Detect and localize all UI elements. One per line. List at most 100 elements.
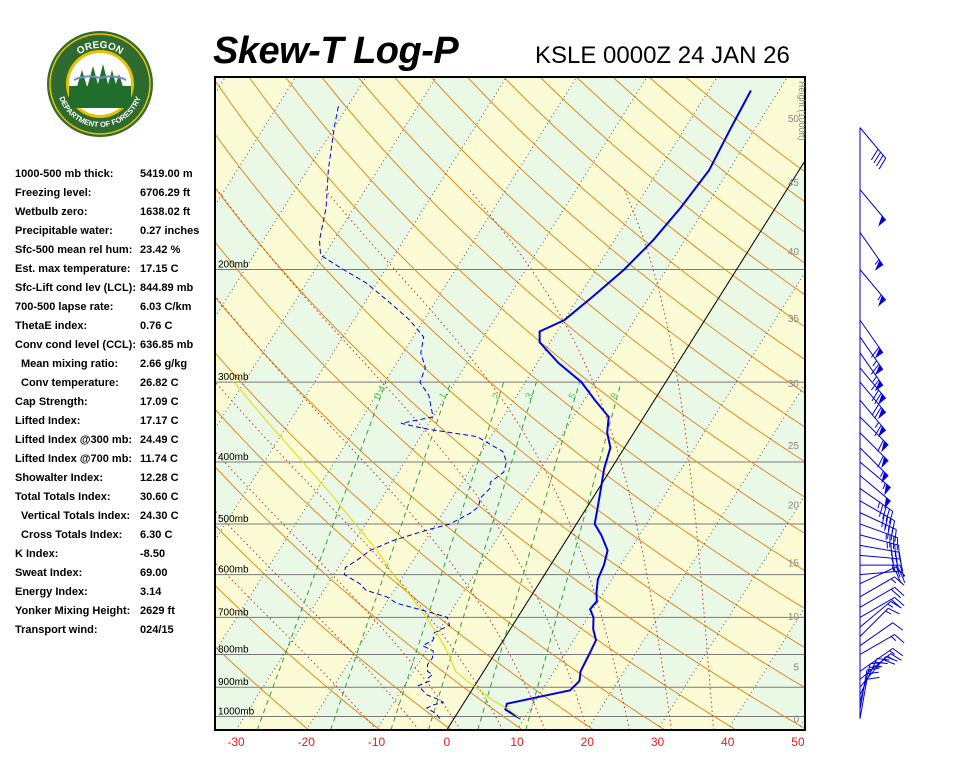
parcel-profile-line <box>233 381 521 720</box>
wind-barb-feather <box>870 363 880 375</box>
wind-barb-feather <box>890 543 893 556</box>
dry-adiabat-line <box>215 524 452 730</box>
wind-barb-flag <box>881 440 889 453</box>
index-label: Sfc-Lift cond lev (LCL): <box>15 282 136 294</box>
pressure-label: 200mb <box>218 259 249 270</box>
index-row: Cap Strength: 17.09 C <box>15 396 215 415</box>
wind-barb-staff <box>859 634 895 655</box>
index-value: 26.82 C <box>140 377 179 389</box>
index-row: Precipitable water: 0.27 inches <box>15 225 215 244</box>
wind-barb-feather <box>894 634 905 644</box>
wind-barb-staff <box>859 566 897 585</box>
isotherm-line <box>305 77 718 730</box>
height-axis-label: Height (1000ft) <box>797 81 807 141</box>
index-value: -8.50 <box>140 548 166 560</box>
index-label: K Index: <box>15 548 59 560</box>
index-value: 17.09 C <box>140 396 179 408</box>
wind-barb-feather <box>871 389 880 402</box>
isotherm-line <box>516 271 805 730</box>
index-row: Sweat Index: 69.00 <box>15 567 215 586</box>
pressure-label: 900mb <box>218 677 249 688</box>
index-row: ThetaE index: 0.76 C <box>15 320 215 339</box>
wind-barb <box>859 232 884 271</box>
wind-barb-flag <box>874 380 883 392</box>
wind-barb-feather <box>871 404 880 416</box>
index-row: 700-500 lapse rate: 6.03 C/km <box>15 301 215 320</box>
isotherm-band <box>0 77 15 730</box>
index-row: Total Totals Index: 30.60 C <box>15 491 215 510</box>
dry-adiabat-line <box>215 408 594 730</box>
wind-barb-staff <box>859 653 891 680</box>
index-label: 1000-500 mb thick: <box>15 168 114 180</box>
mixing-ratio-label: 3 <box>524 391 537 402</box>
wind-barb <box>859 676 880 719</box>
index-label: Freezing level: <box>15 187 92 199</box>
oregon-forestry-logo: OREGON DEPARTMENT OF FORESTRY <box>47 31 153 137</box>
chart-title: Skew-T Log-P <box>213 30 459 72</box>
mixing-ratio-line <box>256 381 387 730</box>
isotherm-line <box>235 77 648 730</box>
wind-barb <box>859 576 905 598</box>
dry-adiabat-line <box>466 77 805 361</box>
height-tick-label: 0 <box>793 715 799 726</box>
wind-barb <box>859 586 905 608</box>
index-label: Lifted Index @300 mb: <box>15 434 133 446</box>
dry-adiabat-line <box>394 77 805 428</box>
wind-barb-staff <box>859 586 895 608</box>
wind-barb <box>859 647 904 672</box>
index-row: Showalter Index: 12.28 C <box>15 472 215 491</box>
wind-barb-flag <box>878 426 886 438</box>
index-row: Lifted Index @700 mb: 11.74 C <box>15 453 215 472</box>
index-row: Sfc-Lift cond lev (LCL): 844.89 mb <box>15 282 215 301</box>
wind-barb-staff <box>859 544 900 553</box>
wind-barb-feather <box>877 439 884 452</box>
index-value: 844.89 mb <box>140 282 194 294</box>
wind-barb-feather <box>875 661 888 665</box>
index-label: Sfc-500 mean rel hum: <box>15 244 133 256</box>
wind-barb-feather <box>873 151 881 164</box>
svg-text:OREGON: OREGON <box>75 40 125 57</box>
height-tick-label: 25 <box>788 441 800 452</box>
index-value: 1638.02 ft <box>140 206 191 218</box>
temperature-tick-label: 40 <box>721 735 735 749</box>
pressure-label: 600mb <box>218 565 249 576</box>
wind-barb-staff <box>859 488 894 512</box>
wind-barb-staff <box>859 647 894 672</box>
index-value: 6.30 C <box>140 529 173 541</box>
index-label: Energy Index: <box>15 586 88 598</box>
wind-barb <box>859 570 906 584</box>
index-row: Sfc-500 mean rel hum: 23.42 % <box>15 244 215 263</box>
wind-barb <box>859 607 900 637</box>
dry-adiabat-line <box>215 79 805 610</box>
wind-barb-staff <box>859 534 899 546</box>
wind-barb-half-feather <box>885 610 892 615</box>
index-label: Sweat Index: <box>15 567 83 579</box>
isotherm-line <box>868 77 960 730</box>
mixing-ratio-line <box>330 381 452 730</box>
index-value: 636.85 mb <box>140 339 194 351</box>
wind-barb-feather <box>866 676 880 680</box>
wind-barb-feather <box>894 544 897 557</box>
height-tick-label: 45 <box>788 178 800 189</box>
wind-barb-half-feather <box>890 578 897 584</box>
isotherm-line <box>376 77 788 730</box>
wind-barb-half-feather <box>887 603 894 608</box>
index-row: Mean mixing ratio: 2.66 g/kg <box>15 358 215 377</box>
wind-barb <box>859 416 889 453</box>
mixing-ratio-line <box>390 381 505 730</box>
mixing-ratio-label: 1 <box>437 391 450 402</box>
wind-barb-feather <box>878 158 887 170</box>
wind-barb-staff <box>859 269 887 301</box>
mixing-ratio-line <box>427 381 537 730</box>
wind-barb-feather <box>870 379 880 391</box>
dry-adiabat-line <box>321 77 805 498</box>
index-row: Yonker Mixing Height: 2629 ft <box>15 605 215 624</box>
isotherm-band <box>376 77 805 730</box>
dry-adiabat-line <box>215 133 805 649</box>
index-row: Freezing level: 6706.29 ft <box>15 187 215 206</box>
wind-barb <box>859 653 902 680</box>
wind-barb-feather <box>898 545 900 558</box>
dry-adiabat-line <box>215 187 805 689</box>
index-label: Conv temperature: <box>21 377 119 389</box>
